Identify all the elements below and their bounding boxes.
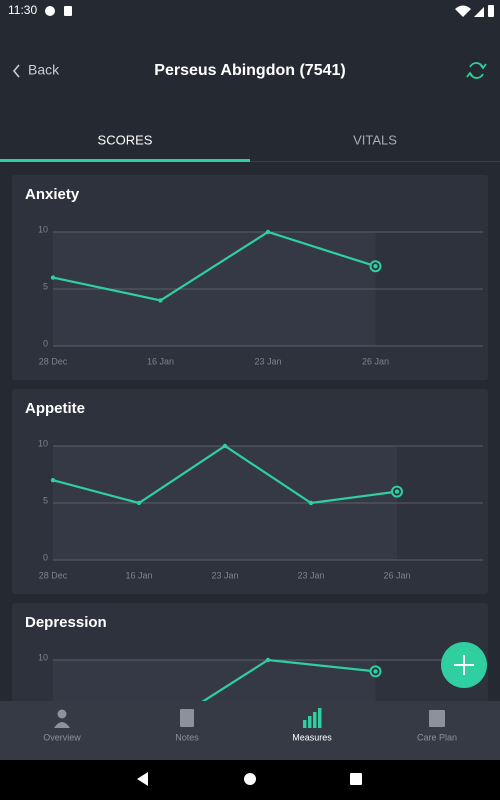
add-icon[interactable] (454, 655, 474, 675)
point (265, 229, 271, 235)
x-tick-label: 26 Jan (383, 570, 410, 580)
point (373, 264, 378, 269)
status-icon (45, 6, 55, 16)
y-tick-label: 10 (38, 224, 48, 234)
status-time: 11:30 (8, 3, 37, 17)
point (265, 657, 271, 663)
status-icon (64, 6, 72, 16)
back-button[interactable]: Back (28, 62, 60, 78)
x-tick-label: 16 Jan (147, 356, 174, 366)
nav-icon (318, 708, 322, 728)
nav-items: Overview Notes Measures Care Plan (43, 708, 457, 742)
point (308, 500, 314, 506)
x-tick-label: 28 Dec (39, 570, 68, 580)
nav-label[interactable]: Overview (43, 732, 81, 742)
x-tick-label: 23 Jan (297, 570, 324, 580)
bottom-nav (0, 701, 500, 760)
point (222, 443, 228, 449)
card-title: Appetite (25, 400, 85, 417)
system-recents[interactable] (350, 773, 362, 785)
battery-icon (488, 5, 494, 17)
nav-icon (429, 710, 445, 727)
y-tick-label: 0 (43, 552, 48, 562)
y-tick-label: 0 (43, 338, 48, 348)
nav-icon (308, 716, 312, 728)
sync-arrow[interactable] (466, 71, 474, 78)
nav-icon (303, 720, 307, 728)
tab-indicator (0, 159, 250, 162)
x-tick-label: 16 Jan (125, 570, 152, 580)
nav-icon (313, 712, 317, 728)
x-tick-label: 26 Jan (362, 356, 389, 366)
point (136, 500, 142, 506)
system-back[interactable] (137, 772, 148, 786)
x-tick-label: 23 Jan (254, 356, 281, 366)
x-tick-label: 28 Dec (39, 356, 68, 366)
system-home[interactable] (244, 773, 256, 785)
nav-icon (57, 709, 67, 719)
signal-icon (474, 7, 484, 17)
card-title: Depression (25, 614, 107, 631)
nav-label[interactable]: Notes (175, 732, 199, 742)
header-title: Perseus Abingdon (7541) (154, 62, 345, 79)
back-icon[interactable] (12, 64, 20, 78)
nav-label[interactable]: Care Plan (417, 732, 457, 742)
y-tick-label: 5 (43, 281, 48, 291)
nav-icon (180, 709, 194, 727)
y-tick-label: 10 (38, 438, 48, 448)
y-tick-label: 5 (43, 495, 48, 505)
x-tick-label: 23 Jan (211, 570, 238, 580)
y-tick-label: 10 (38, 652, 48, 662)
wifi-icon (455, 5, 471, 17)
card-title: Anxiety (25, 186, 80, 203)
nav-icon (54, 722, 70, 728)
point (158, 298, 163, 303)
point (394, 489, 400, 494)
point (373, 669, 378, 674)
point (50, 275, 56, 280)
line (52, 230, 376, 302)
point (50, 478, 56, 483)
nav-label[interactable]: Measures (292, 732, 332, 742)
sync-arrow[interactable] (479, 63, 487, 70)
tab[interactable]: SCORES (98, 132, 153, 147)
sync-icon[interactable] (466, 62, 487, 79)
tab[interactable]: VITALS (353, 132, 397, 147)
